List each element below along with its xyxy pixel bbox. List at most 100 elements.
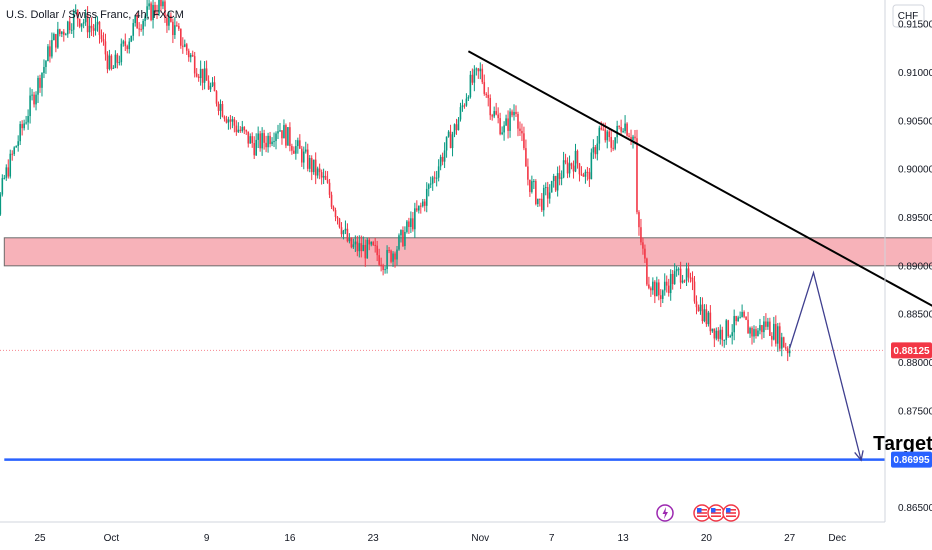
candle[interactable] bbox=[560, 170, 563, 186]
candle[interactable] bbox=[624, 115, 626, 134]
candle[interactable] bbox=[221, 100, 224, 118]
candle[interactable] bbox=[293, 146, 295, 154]
candle[interactable] bbox=[501, 126, 503, 136]
candle[interactable] bbox=[324, 170, 327, 181]
candle[interactable] bbox=[671, 269, 674, 290]
candle[interactable] bbox=[356, 235, 359, 257]
candle[interactable] bbox=[166, 14, 168, 33]
candle[interactable] bbox=[463, 103, 466, 109]
candle[interactable] bbox=[291, 143, 293, 155]
candle[interactable] bbox=[217, 101, 220, 116]
candle[interactable] bbox=[675, 265, 678, 277]
candle[interactable] bbox=[499, 112, 501, 136]
candle[interactable] bbox=[312, 159, 315, 175]
candle[interactable] bbox=[527, 158, 529, 186]
candle[interactable] bbox=[352, 238, 355, 249]
candle[interactable] bbox=[539, 198, 541, 207]
candle[interactable] bbox=[199, 60, 202, 86]
candle[interactable] bbox=[358, 235, 361, 258]
candle[interactable] bbox=[154, 1, 156, 16]
candle[interactable] bbox=[705, 304, 708, 327]
candle[interactable] bbox=[185, 42, 188, 55]
candle[interactable] bbox=[336, 216, 339, 225]
candle[interactable] bbox=[711, 328, 714, 333]
candle[interactable] bbox=[174, 17, 176, 39]
candle[interactable] bbox=[421, 198, 424, 208]
candle[interactable] bbox=[249, 133, 252, 144]
candle[interactable] bbox=[437, 159, 440, 182]
candle[interactable] bbox=[182, 37, 184, 54]
candle[interactable] bbox=[247, 131, 250, 148]
candle[interactable] bbox=[201, 68, 204, 91]
candle[interactable] bbox=[517, 111, 519, 137]
candle[interactable] bbox=[596, 135, 599, 161]
candle[interactable] bbox=[487, 87, 490, 107]
candle[interactable] bbox=[168, 11, 170, 31]
candle[interactable] bbox=[477, 67, 480, 79]
candle[interactable] bbox=[392, 251, 394, 267]
candle[interactable] bbox=[394, 251, 396, 268]
candle[interactable] bbox=[59, 28, 61, 37]
candle[interactable] bbox=[552, 173, 555, 188]
candle[interactable] bbox=[554, 175, 557, 192]
us-flag-icon[interactable] bbox=[707, 504, 725, 522]
candle[interactable] bbox=[205, 60, 208, 81]
candle[interactable] bbox=[531, 175, 533, 194]
candle[interactable] bbox=[721, 326, 724, 347]
candle[interactable] bbox=[138, 22, 140, 37]
candle[interactable] bbox=[191, 50, 194, 57]
candle[interactable] bbox=[493, 106, 495, 119]
candle[interactable] bbox=[263, 129, 265, 150]
candle[interactable] bbox=[433, 171, 436, 184]
candle[interactable] bbox=[104, 33, 107, 61]
candle[interactable] bbox=[156, 4, 158, 20]
candle[interactable] bbox=[172, 18, 174, 44]
candle[interactable] bbox=[340, 222, 343, 238]
projection-path[interactable] bbox=[789, 270, 862, 461]
candle[interactable] bbox=[354, 235, 357, 252]
candle[interactable] bbox=[495, 102, 497, 116]
candle[interactable] bbox=[108, 49, 111, 71]
candle[interactable] bbox=[652, 277, 654, 295]
candle[interactable] bbox=[435, 170, 438, 187]
candle[interactable] bbox=[237, 122, 240, 134]
candle[interactable] bbox=[592, 139, 595, 160]
candle[interactable] bbox=[318, 163, 321, 180]
candle[interactable] bbox=[471, 68, 474, 86]
candle[interactable] bbox=[390, 249, 392, 264]
candle[interactable] bbox=[66, 20, 69, 38]
candle[interactable] bbox=[572, 160, 575, 179]
candle[interactable] bbox=[745, 316, 747, 321]
candle[interactable] bbox=[302, 146, 305, 170]
candle[interactable] bbox=[509, 108, 511, 138]
candle[interactable] bbox=[695, 295, 698, 315]
candle[interactable] bbox=[187, 48, 190, 62]
candle[interactable] bbox=[35, 91, 37, 111]
candle[interactable] bbox=[479, 62, 482, 80]
candle[interactable] bbox=[412, 211, 414, 232]
candle[interactable] bbox=[763, 316, 765, 338]
candle[interactable] bbox=[124, 33, 127, 52]
candle[interactable] bbox=[197, 73, 200, 82]
candle[interactable] bbox=[600, 121, 603, 131]
candle[interactable] bbox=[118, 55, 121, 66]
candle[interactable] bbox=[404, 226, 406, 250]
candle[interactable] bbox=[469, 70, 472, 99]
candle[interactable] bbox=[229, 114, 232, 130]
candle[interactable] bbox=[566, 157, 569, 179]
candle[interactable] bbox=[644, 244, 646, 264]
candle[interactable] bbox=[741, 304, 743, 318]
candle[interactable] bbox=[685, 262, 688, 287]
candle[interactable] bbox=[778, 322, 781, 352]
candle[interactable] bbox=[320, 169, 323, 185]
candle[interactable] bbox=[74, 4, 77, 15]
candle[interactable] bbox=[180, 28, 182, 49]
candle[interactable] bbox=[348, 233, 351, 244]
candle[interactable] bbox=[626, 122, 628, 137]
candle[interactable] bbox=[719, 324, 722, 345]
candle[interactable] bbox=[132, 19, 135, 41]
candle[interactable] bbox=[620, 119, 622, 135]
candle[interactable] bbox=[683, 279, 686, 283]
candle[interactable] bbox=[9, 149, 12, 179]
candle[interactable] bbox=[68, 17, 71, 34]
